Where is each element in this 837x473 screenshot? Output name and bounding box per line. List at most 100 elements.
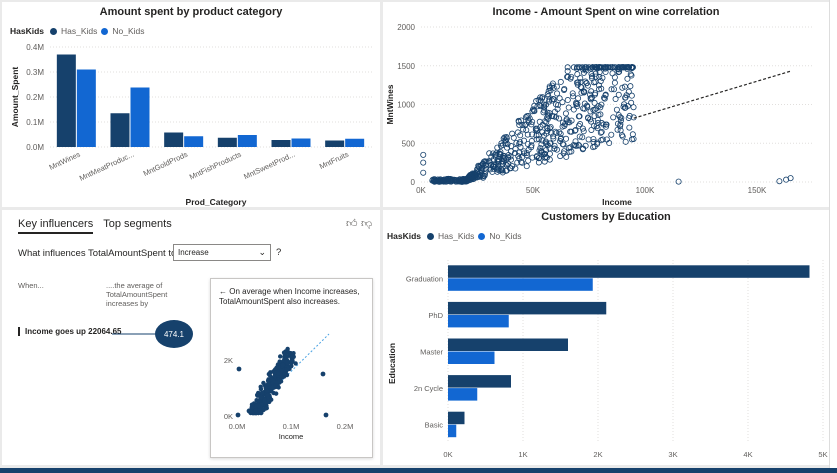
scatter-point bbox=[561, 86, 568, 93]
education-chart-plot[interactable]: 0K 1K 2K 3K 4K 5K Graduation PhD Master 2n Cycle B… bbox=[383, 210, 829, 465]
scatter-point bbox=[541, 132, 548, 139]
scatter-point bbox=[593, 123, 600, 130]
mini-point bbox=[277, 359, 282, 364]
scatter-point bbox=[574, 100, 581, 107]
scatter-point bbox=[487, 166, 494, 173]
scatter-point bbox=[618, 132, 625, 139]
avg-label: ....the average of TotalAmountSpent incr… bbox=[106, 281, 168, 308]
scatter-point bbox=[592, 70, 599, 77]
tab-top-segments[interactable]: Top segments bbox=[103, 218, 172, 230]
bar-chart-plot[interactable]: 0.4M 0.3M 0.2M 0.1M 0.0M MntWinesMntMeatProdu… bbox=[2, 2, 380, 207]
scatter-point bbox=[559, 99, 566, 106]
scatter-point bbox=[601, 95, 608, 102]
scatter-chart-panel[interactable]: Income - Amount Spent on wine correlatio… bbox=[383, 2, 829, 207]
scatter-point bbox=[529, 118, 536, 125]
influence-value-bubble[interactable]: 474.1 bbox=[155, 320, 193, 348]
scatter-point bbox=[433, 177, 440, 184]
scatter-point bbox=[536, 118, 543, 125]
scatter-point bbox=[480, 158, 487, 165]
scatter-xtick-label: 150K bbox=[748, 186, 767, 195]
scatter-point bbox=[608, 131, 615, 138]
scatter-point bbox=[547, 123, 554, 130]
scatter-point bbox=[585, 64, 592, 71]
education-chart-legend[interactable]: HasKids Has_Kids No_Kids bbox=[387, 231, 522, 241]
scatter-point bbox=[541, 158, 548, 165]
scatter-point bbox=[598, 85, 605, 92]
scatter-point bbox=[550, 84, 557, 91]
scatter-point bbox=[564, 73, 571, 80]
scatter-point bbox=[618, 114, 625, 121]
scatter-point bbox=[510, 134, 517, 141]
scatter-point bbox=[611, 79, 618, 86]
edu-ytick-label: Master bbox=[420, 348, 443, 357]
scatter-point bbox=[630, 104, 637, 111]
tab-key-influencers[interactable]: Key influencers bbox=[18, 218, 94, 234]
scatter-point bbox=[502, 161, 509, 168]
filter-pane-edge[interactable] bbox=[829, 0, 837, 473]
scatter-point bbox=[590, 107, 597, 114]
edu-bar-has-kids bbox=[448, 375, 511, 388]
scatter-point bbox=[486, 150, 493, 157]
scatter-point bbox=[471, 171, 478, 178]
bar-ytick-label: 0.4M bbox=[26, 43, 44, 52]
scatter-point bbox=[509, 163, 516, 170]
scatter-chart-plot[interactable]: 2000 1500 1000 500 00K 50K 100K 150K MntWines Inc… bbox=[383, 2, 829, 207]
mini-point bbox=[289, 354, 295, 359]
scatter-point bbox=[505, 154, 512, 161]
scatter-point bbox=[572, 127, 579, 134]
scatter-point bbox=[476, 164, 483, 171]
scatter-point bbox=[572, 138, 579, 145]
scatter-point bbox=[554, 90, 561, 97]
mini-point bbox=[248, 409, 254, 414]
scatter-trendline bbox=[633, 70, 791, 119]
mini-point bbox=[253, 407, 258, 413]
edu-bar-no-kids bbox=[448, 424, 457, 438]
scatter-ytick-label: 500 bbox=[402, 139, 416, 148]
legend-no-kids[interactable]: No_Kids bbox=[112, 26, 145, 36]
bar-chart-panel[interactable]: Amount spent by product category HasKids… bbox=[2, 2, 380, 207]
scatter-point bbox=[585, 136, 592, 143]
influencer-item[interactable]: Income goes up 22064.65 bbox=[18, 327, 122, 336]
scatter-point bbox=[505, 152, 512, 159]
scatter-point bbox=[622, 104, 629, 111]
scatter-point bbox=[552, 128, 559, 135]
increase-dropdown[interactable]: Increase ⌄ bbox=[173, 244, 271, 261]
legend-has-kids[interactable]: Has_Kids bbox=[61, 26, 98, 36]
scatter-ytick-label: 2000 bbox=[397, 23, 415, 32]
scatter-point bbox=[570, 106, 577, 113]
bar-has-kids bbox=[164, 132, 184, 147]
scatter-point bbox=[530, 106, 537, 113]
scatter-point bbox=[463, 177, 470, 184]
thumbs-up-icon[interactable]: 👍︎ bbox=[346, 218, 358, 230]
bar-xtick-label: MntGoldProds bbox=[142, 150, 189, 179]
mini-scatter-plot: 2K 0K0.0M 0.1M 0.2M Income bbox=[224, 333, 353, 441]
scatter-xlabel: Income bbox=[602, 197, 632, 207]
thumbs-down-icon[interactable]: 👎︎ bbox=[361, 218, 373, 230]
mini-point bbox=[263, 385, 268, 390]
scatter-point bbox=[622, 94, 629, 101]
bar-xtick-label: MntMeatProduc... bbox=[78, 150, 135, 183]
bar-chart-legend[interactable]: HasKids Has_Kids No_Kids bbox=[10, 26, 145, 36]
scatter-point bbox=[524, 140, 531, 147]
edu-bar-has-kids bbox=[448, 301, 607, 315]
education-chart-panel[interactable]: Customers by Education HasKids Has_Kids … bbox=[383, 210, 829, 465]
scatter-point bbox=[611, 86, 618, 93]
scatter-point bbox=[546, 96, 553, 103]
scatter-point bbox=[498, 142, 505, 149]
mini-point bbox=[269, 397, 274, 402]
scatter-point bbox=[583, 102, 590, 109]
mini-point bbox=[323, 412, 329, 418]
scatter-point bbox=[556, 115, 563, 122]
scatter-point bbox=[593, 64, 600, 71]
scatter-point bbox=[621, 101, 628, 108]
scatter-point bbox=[537, 144, 544, 151]
bar-ylabel: Amount_Spent bbox=[10, 67, 20, 128]
mini-point bbox=[256, 398, 261, 403]
scatter-point bbox=[553, 146, 560, 153]
scatter-point bbox=[617, 121, 624, 128]
edu-legend-no-kids[interactable]: No_Kids bbox=[489, 231, 522, 241]
scatter-ytick-label: 1000 bbox=[397, 101, 415, 110]
when-label: When... bbox=[18, 281, 44, 290]
edu-legend-has-kids[interactable]: Has_Kids bbox=[438, 231, 475, 241]
scatter-point bbox=[557, 153, 564, 160]
